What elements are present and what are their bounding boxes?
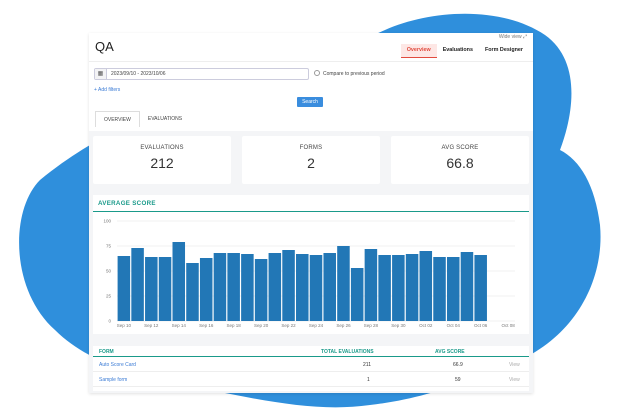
chart-bar: [474, 255, 487, 321]
total-evaluations: 1: [367, 377, 370, 383]
view-link[interactable]: View: [509, 362, 520, 368]
main-tabs: Overview Evaluations Form Designer: [400, 44, 529, 58]
chart-bar: [268, 253, 282, 321]
card-value: 2: [307, 155, 315, 171]
x-tick-label: Sep 20: [254, 323, 269, 328]
chart-bar: [405, 254, 419, 321]
radio-icon[interactable]: [314, 70, 320, 76]
card-label: EVALUATIONS: [140, 145, 184, 151]
tab-form-designer[interactable]: Form Designer: [484, 47, 523, 53]
chart-bar: [227, 253, 240, 321]
x-tick-label: Sep 26: [336, 323, 351, 328]
chart-bar: [419, 251, 433, 321]
x-tick-label: Sep 10: [117, 323, 132, 328]
x-tick-label: Sep 30: [391, 323, 406, 328]
avg-score: 66.9: [453, 362, 463, 368]
view-link[interactable]: View: [509, 377, 520, 383]
top-bar: QA Wide view ⤢ Overview Evaluations Form…: [89, 33, 533, 61]
y-tick-label: 25: [106, 294, 112, 299]
chart-bar: [186, 263, 199, 321]
chart-bar: [117, 256, 131, 321]
chart-bar: [392, 255, 405, 321]
chart-bar: [323, 253, 336, 321]
x-tick-label: Sep 14: [172, 323, 187, 328]
x-tick-label: Sep 12: [144, 323, 159, 328]
calendar-icon[interactable]: ▦: [95, 69, 107, 79]
chart-bar: [145, 257, 158, 321]
chart-bar: [309, 255, 323, 321]
form-link[interactable]: Sample form: [99, 377, 128, 383]
subtab-evaluations[interactable]: EVALUATIONS: [147, 116, 183, 122]
col-total-evaluations: TOTAL EVALUATIONS: [321, 349, 374, 355]
card-value: 66.8: [446, 155, 474, 171]
compare-previous-radio[interactable]: Compare to previous period: [314, 70, 385, 77]
y-tick-label: 0: [108, 319, 111, 324]
x-tick-label: Oct 02: [419, 323, 433, 328]
x-tick-label: Sep 28: [364, 323, 379, 328]
kpi-cards: EVALUATIONS 212 FORMS 2 AVG SCORE 66.8: [93, 136, 529, 184]
date-range-value: 2023/09/10 - 2023/10/06: [111, 71, 166, 77]
card-forms: FORMS 2: [242, 136, 380, 184]
chart-bar: [296, 254, 309, 321]
tab-evaluations[interactable]: Evaluations: [442, 47, 473, 53]
table-row: Sample form 1 59 View: [93, 373, 529, 387]
search-button[interactable]: Search: [297, 97, 323, 107]
x-tick-label: Oct 08: [502, 323, 516, 328]
compare-label: Compare to previous period: [323, 71, 385, 77]
card-value: 212: [150, 155, 174, 171]
chart-bar: [172, 242, 186, 321]
chart-bar: [241, 254, 254, 321]
section-divider: [93, 211, 529, 212]
chart-bar: [254, 259, 268, 321]
x-tick-label: Oct 04: [447, 323, 461, 328]
card-label: FORMS: [299, 145, 323, 151]
table-header: FORM TOTAL EVALUATIONS AVG SCORE: [93, 346, 529, 357]
section-title: AVERAGE SCORE: [98, 200, 156, 207]
x-tick-label: Sep 16: [199, 323, 214, 328]
chart-bar: [378, 255, 391, 321]
y-tick-label: 100: [103, 219, 111, 224]
table-row: Auto Score Card 211 66.9 View: [93, 358, 529, 372]
card-label: AVG SCORE: [441, 145, 479, 151]
total-evaluations: 211: [363, 362, 371, 368]
chart-bar: [460, 252, 474, 321]
chart-bar: [158, 257, 172, 321]
chart-bar: [337, 246, 350, 321]
form-link[interactable]: Auto Score Card: [99, 362, 136, 368]
date-range-input[interactable]: ▦ 2023/09/10 - 2023/10/06: [94, 68, 309, 80]
sub-tabs: OVERVIEW EVALUATIONS: [95, 111, 190, 127]
qa-dashboard-panel: QA Wide view ⤢ Overview Evaluations Form…: [89, 33, 533, 393]
wide-view-toggle[interactable]: Wide view ⤢: [498, 34, 527, 40]
chart-bar: [350, 268, 364, 321]
chart-bar: [364, 249, 378, 321]
add-filters-link[interactable]: + Add filters: [94, 87, 121, 93]
y-tick-label: 50: [106, 269, 112, 274]
forms-table: FORM TOTAL EVALUATIONS AVG SCORE Auto Sc…: [93, 346, 529, 391]
y-tick-label: 75: [106, 244, 112, 249]
chart-bar: [433, 257, 446, 321]
average-score-section: AVERAGE SCORE 0 25 50 75 100 Sep 10 Sep 12 Sep …: [93, 195, 529, 334]
x-tick-label: Sep 24: [309, 323, 324, 328]
chart-bar: [131, 248, 144, 321]
x-tick-label: Oct 06: [474, 323, 488, 328]
tab-overview[interactable]: Overview: [400, 44, 437, 58]
subtab-overview[interactable]: OVERVIEW: [95, 111, 140, 127]
col-avg-score: AVG SCORE: [435, 349, 465, 355]
chart-bar: [446, 257, 460, 321]
chart-bar: [199, 258, 213, 321]
x-tick-label: Sep 18: [227, 323, 242, 328]
page-title: QA: [95, 39, 114, 54]
col-form: FORM: [99, 349, 114, 355]
average-score-chart: 0 25 50 75 100 Sep 10 Sep 12 Sep 14 Sep 16 Sep 18…: [103, 219, 516, 328]
x-tick-label: Sep 22: [281, 323, 296, 328]
chart-bar: [282, 250, 295, 321]
avg-score: 59: [455, 377, 461, 383]
filter-bar: ▦ 2023/09/10 - 2023/10/06 Compare to pre…: [89, 61, 533, 131]
card-avg-score: AVG SCORE 66.8: [391, 136, 529, 184]
chart-bar: [213, 253, 227, 321]
card-evaluations: EVALUATIONS 212: [93, 136, 231, 184]
